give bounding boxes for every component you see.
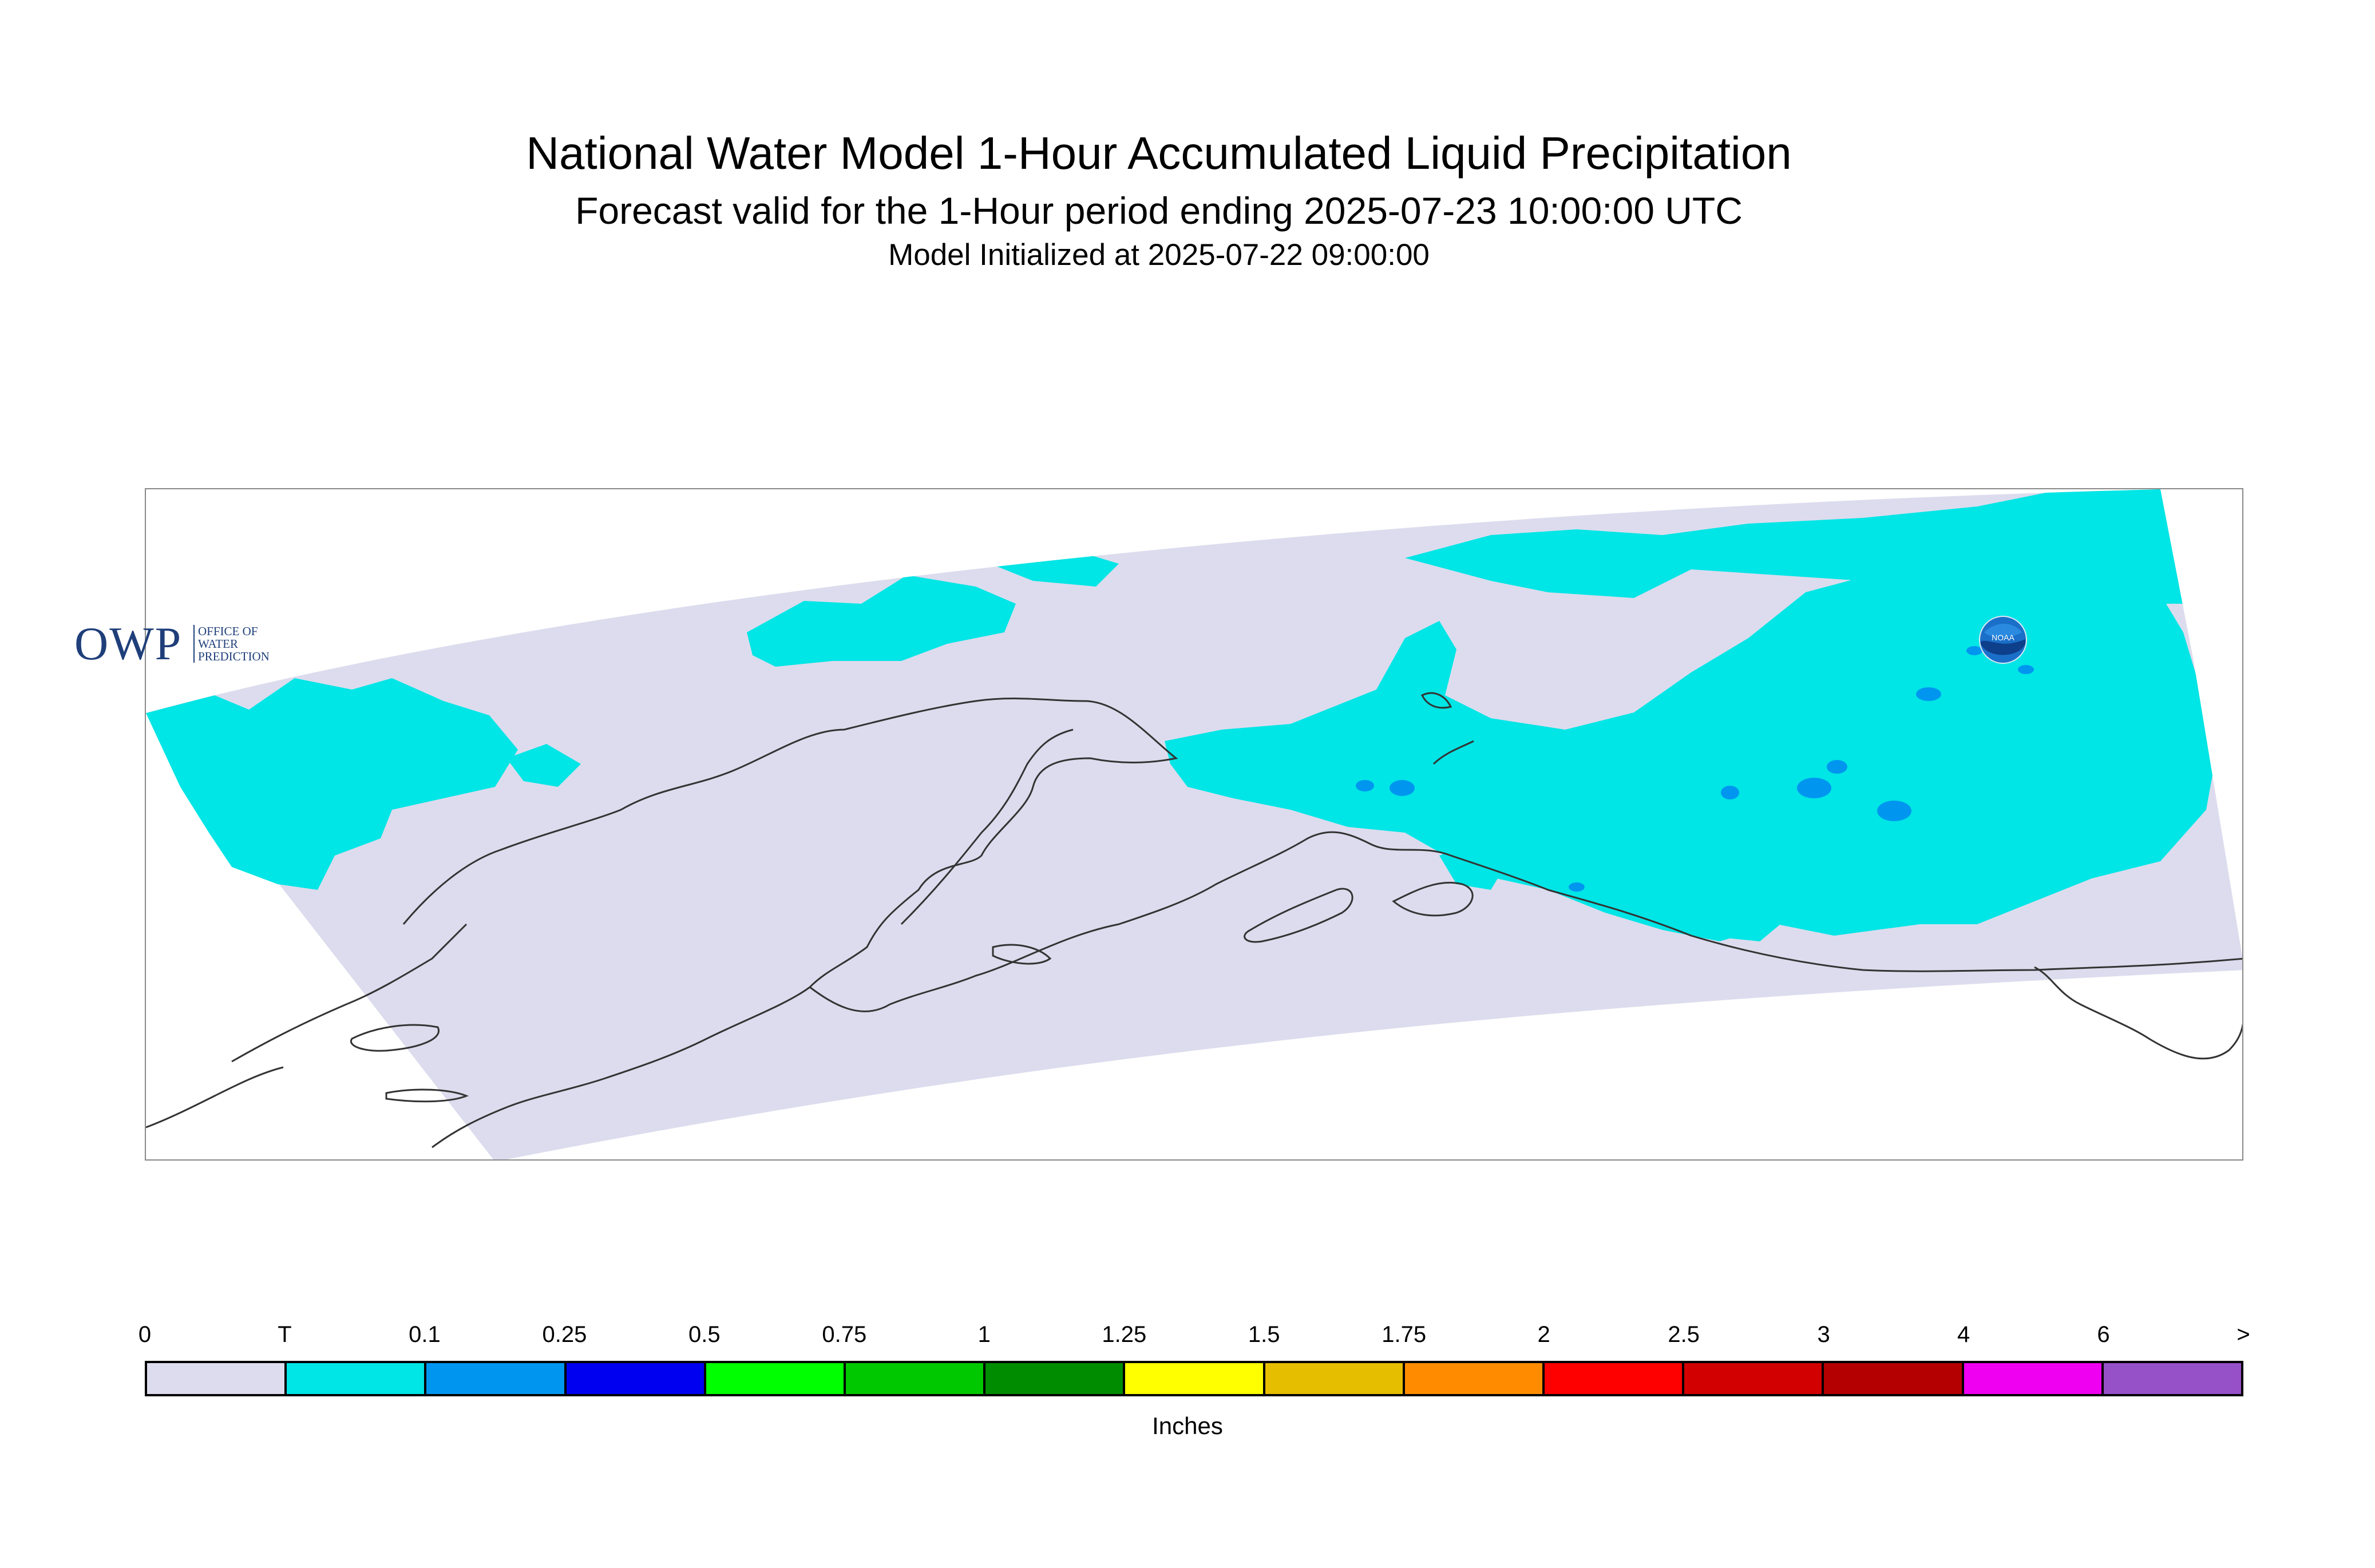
precip-area-west-2	[506, 744, 581, 787]
legend-label: 2.5	[1668, 1322, 1700, 1347]
precip-area-cook-inlet	[1439, 844, 1508, 890]
precip-light-spot	[1569, 882, 1585, 892]
st-lawrence-island	[385, 1088, 469, 1103]
legend-label: T	[278, 1322, 292, 1347]
legend-swatch	[1265, 1363, 1405, 1394]
precip-light-spot	[1827, 760, 1847, 774]
legend-colorbar	[145, 1361, 2243, 1396]
legend-units: Inches	[1152, 1412, 1223, 1439]
legend-labels: 0 T 0.1 0.25 0.5 0.75 1 1.25 1.5 1.75 2 2.5 3 4 6 >	[138, 1322, 2250, 1351]
kenai-peninsula	[1392, 881, 1474, 917]
legend-swatch	[846, 1363, 986, 1394]
forecast-valid-subtitle: Forecast valid for the 1-Hour period end…	[575, 189, 1743, 232]
precip-area-north-central	[747, 575, 1016, 667]
legend-label: 3	[1817, 1322, 1830, 1347]
coastline-segment	[809, 831, 2242, 1012]
noaa-text: NOAA	[1992, 633, 2014, 642]
map-canvas	[146, 489, 2242, 1159]
lake-outline	[1420, 692, 1452, 709]
precip-trace-areas	[146, 489, 2218, 941]
precip-light-spot	[1356, 780, 1374, 791]
bc-coast	[2034, 966, 2242, 1060]
legend-swatch	[1545, 1363, 1685, 1394]
model-init-line: Model Initialized at 2025-07-22 09:00:00	[888, 238, 1430, 272]
legend-swatch	[566, 1363, 706, 1394]
precip-area-coastal-east	[1680, 890, 1794, 941]
precipitation-map	[145, 488, 2243, 1161]
legend-swatch	[1404, 1363, 1545, 1394]
legend-swatch	[985, 1363, 1126, 1394]
alaska-peninsula-coast	[432, 986, 810, 1149]
legend-label: 1.75	[1382, 1322, 1427, 1347]
legend-label: 0.1	[409, 1322, 441, 1347]
legend-label: 0	[138, 1322, 152, 1347]
legend-label: 0.75	[822, 1322, 867, 1347]
precip-light-spot	[1797, 778, 1831, 798]
legend-label: 1.25	[1102, 1322, 1147, 1347]
owp-logo-word: OWP	[74, 617, 183, 670]
legend-label: 2	[1537, 1322, 1550, 1347]
owp-logo-subtitle: OFFICE OF WATER PREDICTION	[193, 625, 307, 663]
iliamna-lake	[992, 944, 1052, 965]
legend-label: 4	[1957, 1322, 1970, 1347]
precip-light-spot	[1390, 780, 1415, 796]
map-title: National Water Model 1-Hour Accumulated …	[526, 128, 1792, 179]
precip-light-spot	[1966, 646, 1982, 655]
precip-light-areas	[1356, 646, 2034, 892]
legend-swatch	[2103, 1363, 2242, 1394]
owp-logo-line: PREDICTION	[198, 650, 270, 663]
legend-swatch	[1125, 1363, 1265, 1394]
legend-swatch	[1964, 1363, 2104, 1394]
owp-logo-line: WATER	[198, 637, 238, 651]
noaa-emblem-icon: NOAA	[1979, 616, 2027, 664]
legend-label: 0.5	[688, 1322, 721, 1347]
kodiak-island	[1244, 888, 1353, 943]
precip-area-west	[146, 678, 518, 890]
legend-swatch	[1824, 1363, 1964, 1394]
legend-swatch	[706, 1363, 846, 1394]
owp-logo-line: OFFICE OF	[198, 624, 258, 638]
western-coast	[146, 923, 468, 1129]
legend-label: 6	[2097, 1322, 2110, 1347]
legend-label: >	[2237, 1322, 2250, 1347]
precip-light-spot	[2018, 665, 2034, 674]
precip-light-spot	[1877, 801, 1911, 821]
legend-label: 1	[977, 1322, 991, 1347]
nunivak-island	[350, 1024, 440, 1052]
coastline-segment	[402, 698, 1178, 988]
legend-swatch	[426, 1363, 567, 1394]
legend-swatch	[287, 1363, 427, 1394]
legend-label: 0.25	[542, 1322, 587, 1347]
precip-light-spot	[1916, 687, 1941, 701]
legend-label: 1.5	[1248, 1322, 1280, 1347]
coastline	[146, 692, 2242, 1149]
precip-area-east-main	[1165, 547, 2218, 941]
bristol-bay-coast	[900, 728, 1074, 925]
legend-swatch	[147, 1363, 287, 1394]
legend-swatch	[1684, 1363, 1824, 1394]
river-outline	[1432, 740, 1474, 765]
precip-light-spot	[1721, 786, 1739, 799]
